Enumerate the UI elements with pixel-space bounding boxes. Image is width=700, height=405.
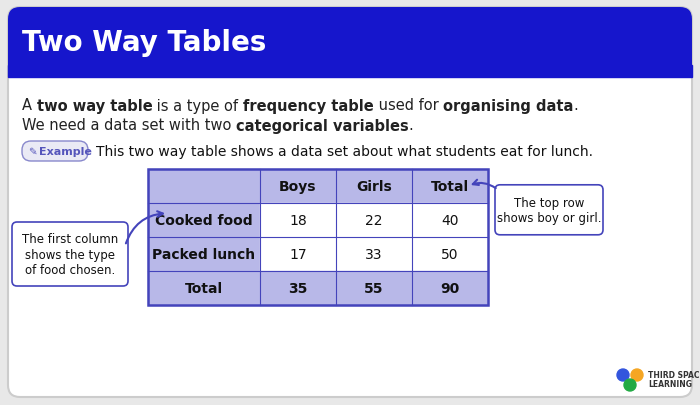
Text: two way table: two way table (36, 98, 153, 113)
Text: is a type of: is a type of (153, 98, 243, 113)
Text: 33: 33 (365, 247, 383, 261)
Text: Total: Total (185, 281, 223, 295)
Text: 40: 40 (441, 213, 458, 228)
Text: Total: Total (431, 179, 469, 194)
Text: Cooked food: Cooked food (155, 213, 253, 228)
Bar (336, 203, 412, 237)
Text: Girls: Girls (356, 179, 392, 194)
Bar (336, 271, 412, 305)
Bar (412, 203, 488, 237)
Text: The top row
shows boy or girl.: The top row shows boy or girl. (497, 196, 601, 224)
Circle shape (624, 379, 636, 391)
Bar (148, 203, 260, 237)
Bar (148, 170, 260, 203)
Text: Packed lunch: Packed lunch (153, 247, 256, 261)
Text: .: . (409, 118, 414, 133)
Text: THIRD SPACE: THIRD SPACE (648, 371, 700, 379)
Text: organising data: organising data (443, 98, 573, 113)
Bar (412, 170, 488, 203)
Text: 55: 55 (364, 281, 384, 295)
Text: A: A (22, 98, 36, 113)
Text: The first column
shows the type
of food chosen.: The first column shows the type of food … (22, 233, 118, 276)
Text: frequency table: frequency table (243, 98, 374, 113)
Text: 17: 17 (289, 247, 307, 261)
Text: Two Way Tables: Two Way Tables (22, 29, 267, 57)
Text: This two way table shows a data set about what students eat for lunch.: This two way table shows a data set abou… (96, 145, 593, 159)
Bar (336, 237, 412, 271)
Text: 18: 18 (289, 213, 307, 228)
Text: ✎: ✎ (28, 147, 36, 157)
Circle shape (617, 369, 629, 381)
Bar (260, 237, 336, 271)
Bar (148, 271, 260, 305)
Bar (412, 271, 488, 305)
Text: We need a data set with two: We need a data set with two (22, 118, 236, 133)
Bar (8, 66, 692, 78)
Bar (336, 170, 412, 203)
Bar (260, 271, 336, 305)
FancyBboxPatch shape (8, 8, 692, 397)
FancyBboxPatch shape (22, 142, 88, 162)
Bar (412, 237, 488, 271)
Text: LEARNING: LEARNING (648, 379, 692, 388)
Text: 90: 90 (440, 281, 460, 295)
Bar (148, 170, 488, 305)
FancyBboxPatch shape (495, 185, 603, 235)
Text: 22: 22 (365, 213, 383, 228)
Bar (260, 170, 336, 203)
Bar (148, 237, 260, 271)
FancyBboxPatch shape (12, 222, 128, 286)
Text: Example: Example (39, 147, 92, 157)
Text: used for: used for (374, 98, 443, 113)
Bar (260, 203, 336, 237)
Text: 35: 35 (288, 281, 308, 295)
Text: Boys: Boys (279, 179, 316, 194)
Text: .: . (573, 98, 578, 113)
Text: categorical variables: categorical variables (236, 118, 409, 133)
Circle shape (631, 369, 643, 381)
FancyBboxPatch shape (8, 8, 692, 78)
Text: 50: 50 (441, 247, 458, 261)
